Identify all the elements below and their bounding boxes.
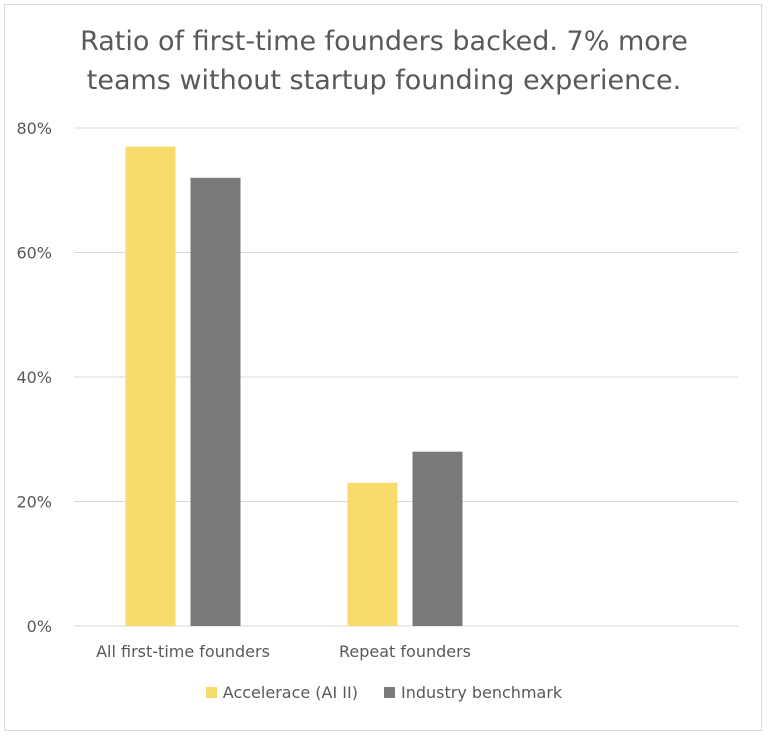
bar-accelerace — [347, 482, 398, 626]
legend-label-industry-benchmark: Industry benchmark — [400, 683, 563, 702]
x-category-label: All first-time founders — [96, 642, 270, 661]
legend-label-accelerace: Accelerace (AI II) — [222, 683, 358, 702]
bar-accelerace — [125, 146, 176, 627]
y-tick-label: 80% — [16, 119, 52, 138]
y-tick-label: 40% — [16, 368, 52, 387]
bar-industry-benchmark — [412, 451, 463, 626]
y-tick-label: 20% — [16, 493, 52, 512]
bar-industry-benchmark — [190, 177, 241, 627]
chart-title: Ratio of first-time founders backed. 7% … — [80, 26, 688, 96]
y-tick-label: 0% — [27, 617, 52, 636]
legend: Accelerace (AI II) Industry benchmark — [0, 683, 768, 702]
legend-swatch-industry-benchmark — [383, 687, 395, 698]
x-category-label: Repeat founders — [339, 642, 471, 661]
legend-item-industry-benchmark: Industry benchmark — [383, 683, 563, 702]
legend-swatch-accelerace — [205, 687, 217, 698]
legend-item-accelerace: Accelerace (AI II) — [205, 683, 358, 702]
y-tick-label: 60% — [16, 244, 52, 263]
